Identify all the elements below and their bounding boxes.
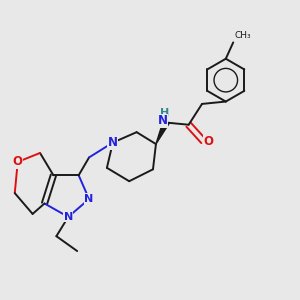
Polygon shape (156, 120, 169, 144)
Text: N: N (64, 212, 73, 222)
Text: N: N (158, 114, 167, 128)
Text: O: O (13, 155, 23, 168)
Text: CH₃: CH₃ (235, 31, 251, 40)
Text: H: H (160, 108, 170, 118)
Text: N: N (108, 136, 118, 149)
Text: N: N (84, 194, 94, 204)
Text: O: O (203, 135, 214, 148)
